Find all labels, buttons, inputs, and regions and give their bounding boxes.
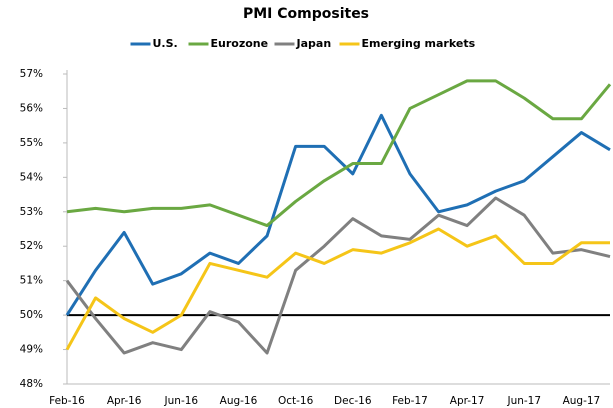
legend-label: Eurozone: [211, 37, 269, 50]
x-tick-label: Apr-17: [450, 395, 485, 407]
x-tick-label: Oct-16: [278, 395, 314, 407]
x-tick-label: Jun-16: [164, 395, 199, 407]
y-tick-label: 50%: [20, 309, 43, 321]
series-line: [66, 79, 612, 228]
y-tick-label: 54%: [20, 171, 43, 183]
y-tick-label: 53%: [20, 206, 43, 218]
y-tick-label: 57%: [20, 68, 43, 80]
x-tick-label: Aug-16: [220, 395, 258, 407]
series-line: [65, 227, 610, 351]
x-tick-label: Dec-16: [334, 395, 372, 407]
series-line: [65, 196, 611, 355]
x-tick-label: Jun-17: [506, 395, 541, 407]
legend-label: Japan: [296, 37, 332, 50]
y-tick-label: 48%: [20, 378, 43, 390]
series-line: [65, 113, 611, 316]
y-tick-label: 49%: [20, 344, 43, 356]
y-tick-label: 52%: [20, 240, 43, 252]
y-tick-label: 55%: [20, 137, 43, 149]
x-tick-label: Apr-16: [107, 395, 142, 407]
x-tick-label: Feb-16: [49, 395, 85, 407]
legend-label: Emerging markets: [362, 37, 476, 50]
x-tick-label: Feb-17: [392, 395, 428, 407]
legend-label: U.S.: [153, 37, 178, 50]
x-tick-label: Aug-17: [563, 395, 601, 407]
chart-title: PMI Composites: [243, 6, 369, 22]
y-tick-label: 51%: [20, 275, 43, 287]
y-tick-label: 56%: [20, 102, 43, 114]
